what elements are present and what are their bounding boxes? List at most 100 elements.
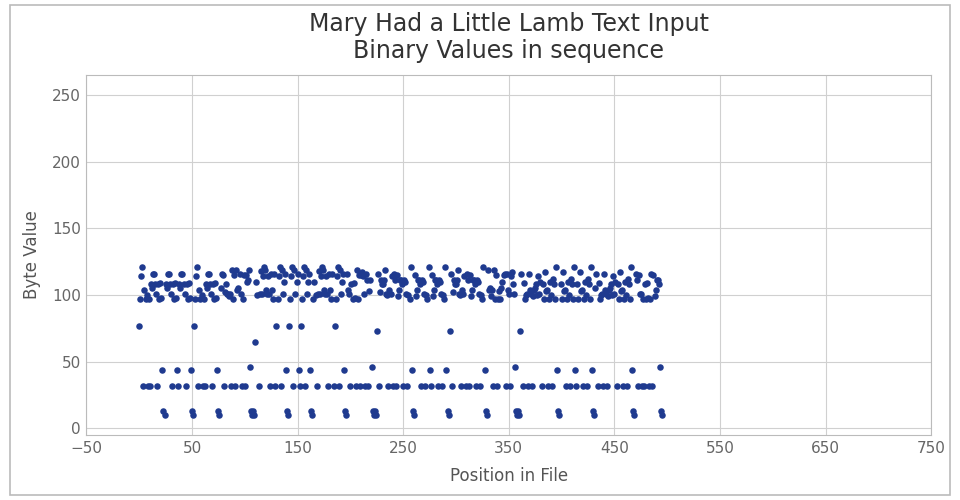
Point	[628, 270, 643, 278]
Point	[194, 291, 209, 299]
Point	[533, 278, 548, 285]
Point	[335, 270, 350, 278]
Point	[503, 272, 518, 280]
Point	[366, 411, 381, 419]
Point	[642, 295, 658, 303]
Point	[275, 266, 290, 274]
Point	[545, 275, 561, 283]
Point	[655, 411, 670, 419]
Point	[461, 382, 476, 390]
Point	[174, 270, 189, 278]
Point	[284, 263, 300, 271]
Point	[468, 382, 484, 390]
Point	[365, 407, 380, 415]
Point	[269, 322, 284, 330]
Point	[144, 284, 159, 292]
Point	[502, 382, 517, 390]
Point	[649, 276, 664, 284]
Point	[241, 266, 256, 274]
Point	[640, 294, 656, 302]
Point	[299, 266, 314, 274]
Point	[372, 382, 387, 390]
Point	[319, 272, 334, 280]
Point	[342, 290, 357, 298]
Point	[188, 272, 204, 280]
Point	[592, 295, 608, 303]
Point	[570, 280, 586, 288]
Point	[347, 294, 362, 302]
Point	[226, 295, 241, 303]
Point	[149, 290, 164, 298]
Point	[162, 280, 178, 288]
Point	[185, 411, 201, 419]
Point	[372, 288, 388, 296]
Point	[616, 295, 632, 303]
Point	[613, 287, 629, 295]
Point	[630, 382, 645, 390]
Point	[598, 290, 613, 298]
Point	[515, 382, 530, 390]
Point	[577, 278, 592, 285]
Point	[291, 366, 306, 374]
Point	[631, 271, 646, 279]
Point	[297, 263, 312, 271]
Point	[606, 272, 621, 280]
Point	[225, 266, 240, 274]
Point	[454, 382, 469, 390]
Point	[214, 270, 229, 278]
Point	[450, 266, 466, 274]
Point	[199, 284, 214, 292]
Point	[607, 290, 622, 298]
Point	[571, 295, 587, 303]
Point	[432, 278, 447, 285]
Point	[537, 268, 552, 276]
Point	[435, 382, 450, 390]
Point	[620, 275, 636, 283]
Point	[213, 284, 228, 292]
Point	[186, 322, 202, 330]
Point	[619, 382, 635, 390]
Point	[626, 407, 641, 415]
Point	[329, 272, 345, 280]
Point	[422, 366, 438, 374]
Point	[215, 271, 230, 279]
Point	[383, 290, 398, 298]
Point	[451, 290, 467, 298]
Point	[396, 276, 412, 284]
Point	[276, 290, 291, 298]
Point	[447, 280, 463, 288]
Point	[217, 288, 232, 296]
Point	[485, 382, 501, 390]
Point	[205, 280, 221, 288]
Point	[610, 280, 625, 288]
Point	[459, 270, 474, 278]
Point	[479, 411, 494, 419]
Point	[513, 327, 528, 335]
Point	[369, 327, 384, 335]
Point	[349, 266, 365, 274]
Point	[632, 290, 647, 298]
Point	[198, 280, 213, 288]
Point	[143, 280, 158, 288]
Point	[604, 280, 619, 288]
Point	[139, 291, 155, 299]
Point	[532, 290, 547, 298]
Point	[612, 268, 628, 276]
Point	[266, 295, 281, 303]
Point	[444, 382, 460, 390]
Point	[260, 272, 276, 280]
Point	[265, 286, 280, 294]
Point	[458, 382, 473, 390]
Point	[159, 284, 175, 292]
Point	[561, 278, 576, 285]
Point	[325, 382, 341, 390]
Point	[382, 286, 397, 294]
Point	[487, 266, 502, 274]
Point	[254, 290, 270, 298]
Point	[429, 280, 444, 288]
Point	[544, 382, 560, 390]
Point	[200, 270, 215, 278]
Point	[267, 270, 282, 278]
Point	[494, 278, 510, 285]
Point	[340, 270, 355, 278]
